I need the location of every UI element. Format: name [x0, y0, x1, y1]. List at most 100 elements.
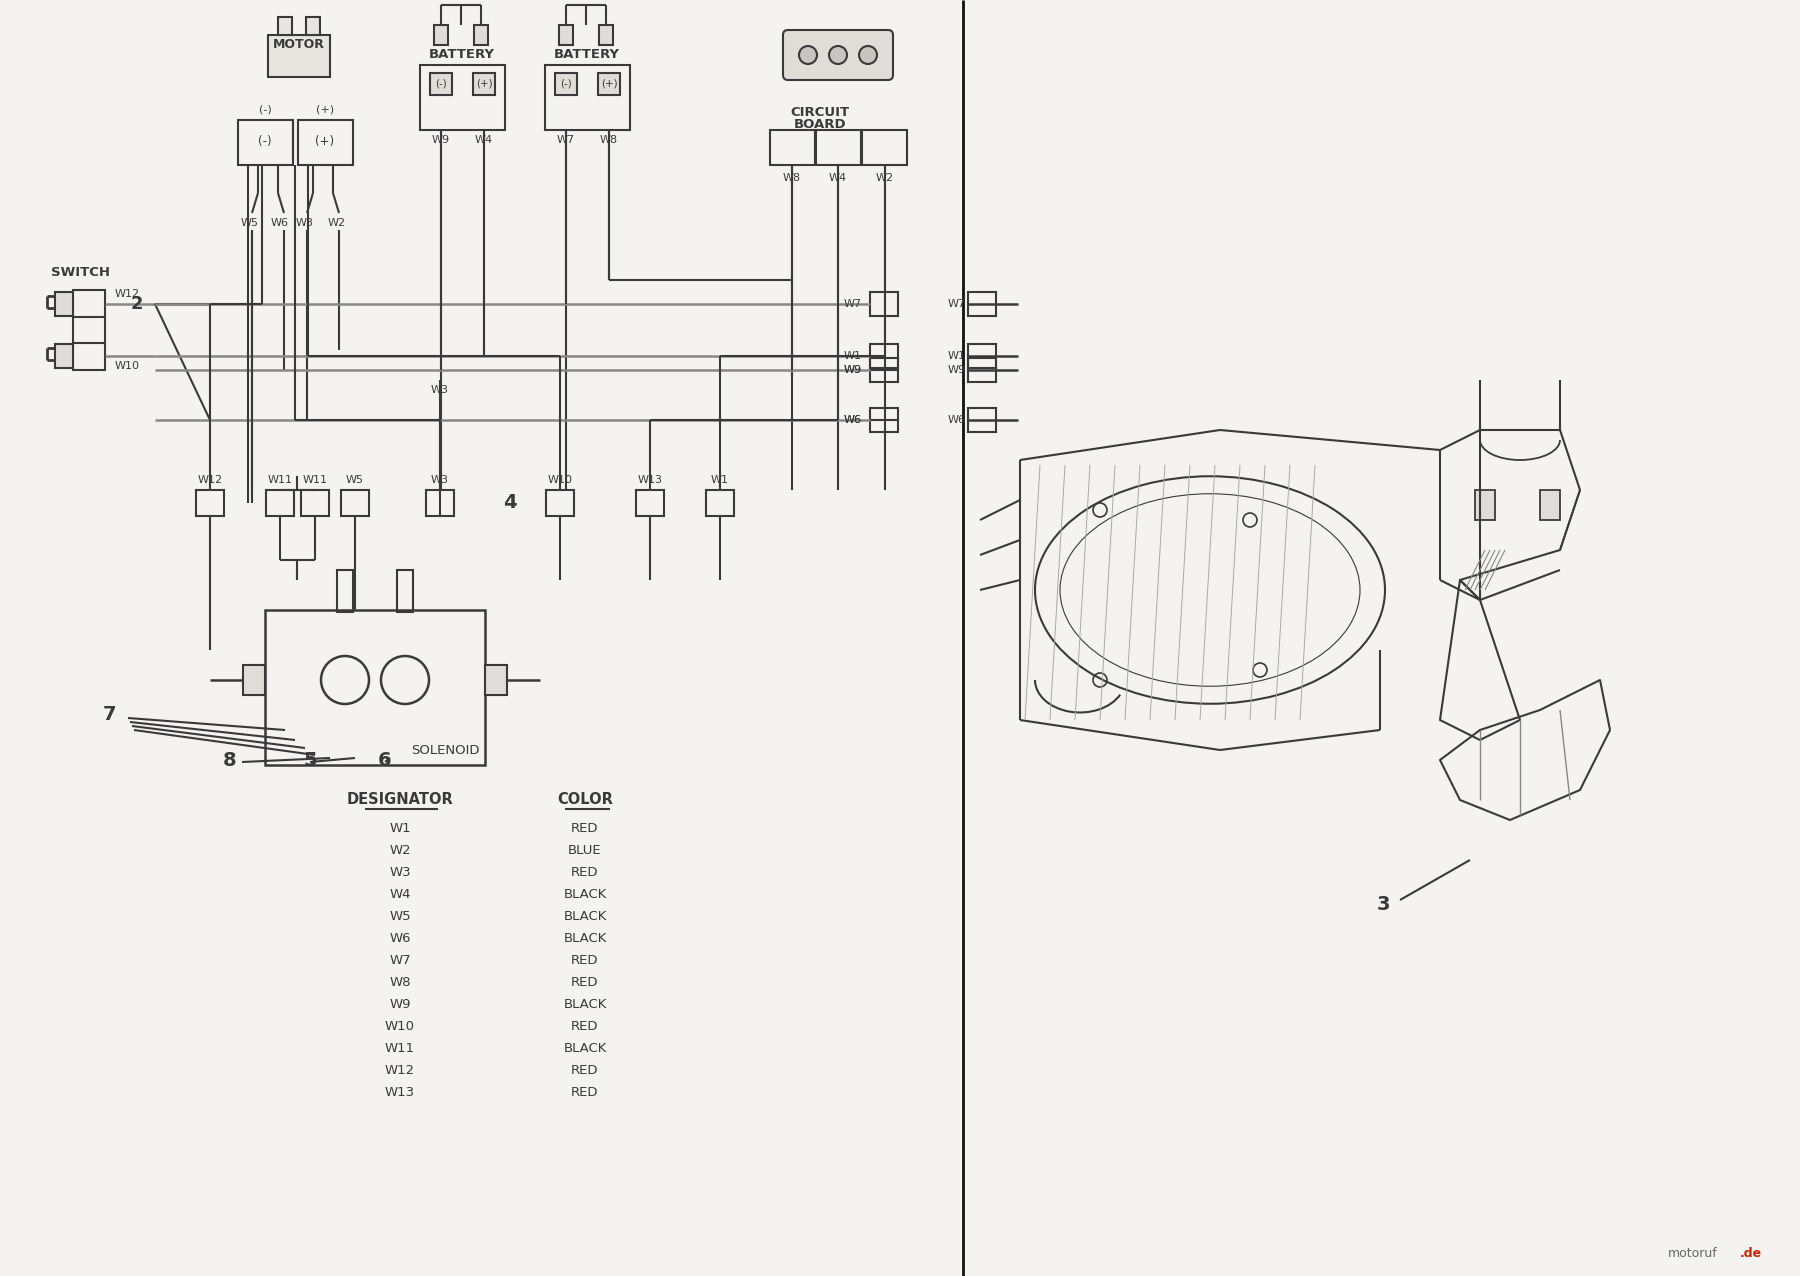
Bar: [265, 610, 484, 766]
Text: 8: 8: [223, 750, 238, 769]
Bar: [56, 292, 74, 316]
Bar: [340, 490, 369, 516]
Text: W12: W12: [115, 288, 140, 299]
Text: W6: W6: [949, 415, 967, 425]
Bar: [968, 292, 995, 316]
Text: W13: W13: [637, 475, 662, 485]
Text: W6: W6: [272, 218, 290, 228]
Bar: [706, 490, 734, 516]
Bar: [299, 120, 353, 165]
Bar: [427, 490, 454, 516]
Bar: [560, 26, 572, 45]
Text: W1: W1: [844, 351, 862, 361]
Text: W2: W2: [877, 174, 895, 182]
Text: W11: W11: [268, 475, 292, 485]
Text: W8: W8: [599, 135, 617, 145]
Bar: [473, 73, 495, 94]
Bar: [238, 120, 293, 165]
Text: W8: W8: [389, 975, 410, 989]
Text: BATTERY: BATTERY: [554, 48, 619, 61]
Text: W3: W3: [430, 475, 448, 485]
Text: RED: RED: [571, 975, 599, 989]
Text: BLACK: BLACK: [563, 998, 607, 1011]
Text: (-): (-): [560, 79, 572, 89]
Bar: [1474, 490, 1496, 521]
Text: W4: W4: [830, 174, 848, 182]
Bar: [277, 17, 292, 34]
Text: W13: W13: [385, 1086, 416, 1099]
Text: BLACK: BLACK: [563, 1041, 607, 1054]
Text: W10: W10: [115, 361, 140, 371]
Text: BLACK: BLACK: [563, 888, 607, 901]
Bar: [770, 130, 815, 165]
Text: RED: RED: [571, 1063, 599, 1077]
Bar: [545, 65, 630, 130]
Text: BLACK: BLACK: [563, 910, 607, 923]
Text: W5: W5: [241, 218, 259, 228]
Bar: [968, 408, 995, 433]
Bar: [268, 34, 329, 77]
Text: motoruf: motoruf: [1669, 1247, 1717, 1259]
Circle shape: [830, 46, 848, 64]
Text: SWITCH: SWITCH: [50, 265, 110, 278]
Text: W11: W11: [385, 1041, 416, 1054]
Text: RED: RED: [571, 1020, 599, 1032]
Bar: [968, 345, 995, 367]
Text: 5: 5: [302, 750, 317, 769]
Text: 6: 6: [378, 750, 392, 769]
Bar: [968, 359, 995, 382]
Bar: [56, 345, 74, 367]
Text: W4: W4: [389, 888, 410, 901]
Bar: [306, 17, 320, 34]
Bar: [635, 490, 664, 516]
Bar: [419, 65, 506, 130]
Text: W11: W11: [302, 475, 328, 485]
Text: RED: RED: [571, 1086, 599, 1099]
Text: SOLENOID: SOLENOID: [412, 744, 481, 757]
Text: W9: W9: [949, 365, 967, 375]
Text: W7: W7: [949, 299, 967, 309]
Text: W3: W3: [389, 865, 410, 878]
Text: W1: W1: [711, 475, 729, 485]
Text: BATTERY: BATTERY: [428, 48, 495, 61]
Text: W5: W5: [389, 910, 410, 923]
Text: 7: 7: [103, 706, 117, 725]
Text: BOARD: BOARD: [794, 119, 846, 131]
Text: (-): (-): [257, 135, 272, 148]
Bar: [430, 73, 452, 94]
Text: W2: W2: [328, 218, 346, 228]
Bar: [862, 130, 907, 165]
Text: .de: .de: [1741, 1247, 1762, 1259]
Bar: [484, 665, 508, 695]
Text: (+): (+): [475, 79, 493, 89]
Text: COLOR: COLOR: [556, 792, 614, 808]
Bar: [815, 130, 860, 165]
Bar: [337, 570, 353, 612]
Text: W8: W8: [783, 174, 801, 182]
Text: W9: W9: [844, 365, 862, 375]
Bar: [599, 26, 614, 45]
Bar: [243, 665, 265, 695]
Text: W5: W5: [346, 475, 364, 485]
Text: (+): (+): [601, 79, 617, 89]
Text: (-): (-): [436, 79, 446, 89]
Text: (+): (+): [315, 135, 335, 148]
Text: W2: W2: [389, 843, 410, 856]
Text: 3: 3: [1377, 896, 1390, 915]
Text: W6: W6: [844, 415, 862, 425]
Circle shape: [859, 46, 877, 64]
Bar: [869, 408, 898, 433]
Text: W1: W1: [949, 351, 967, 361]
Text: W6: W6: [389, 931, 410, 944]
Text: CIRCUIT: CIRCUIT: [790, 106, 850, 119]
Bar: [869, 359, 898, 382]
Text: W9: W9: [844, 365, 862, 375]
Text: BLACK: BLACK: [563, 931, 607, 944]
Text: W10: W10: [547, 475, 572, 485]
Text: W7: W7: [556, 135, 574, 145]
Text: RED: RED: [571, 953, 599, 966]
Text: W9: W9: [389, 998, 410, 1011]
Bar: [1541, 490, 1561, 521]
Text: W3: W3: [295, 218, 313, 228]
Text: W12: W12: [385, 1063, 416, 1077]
